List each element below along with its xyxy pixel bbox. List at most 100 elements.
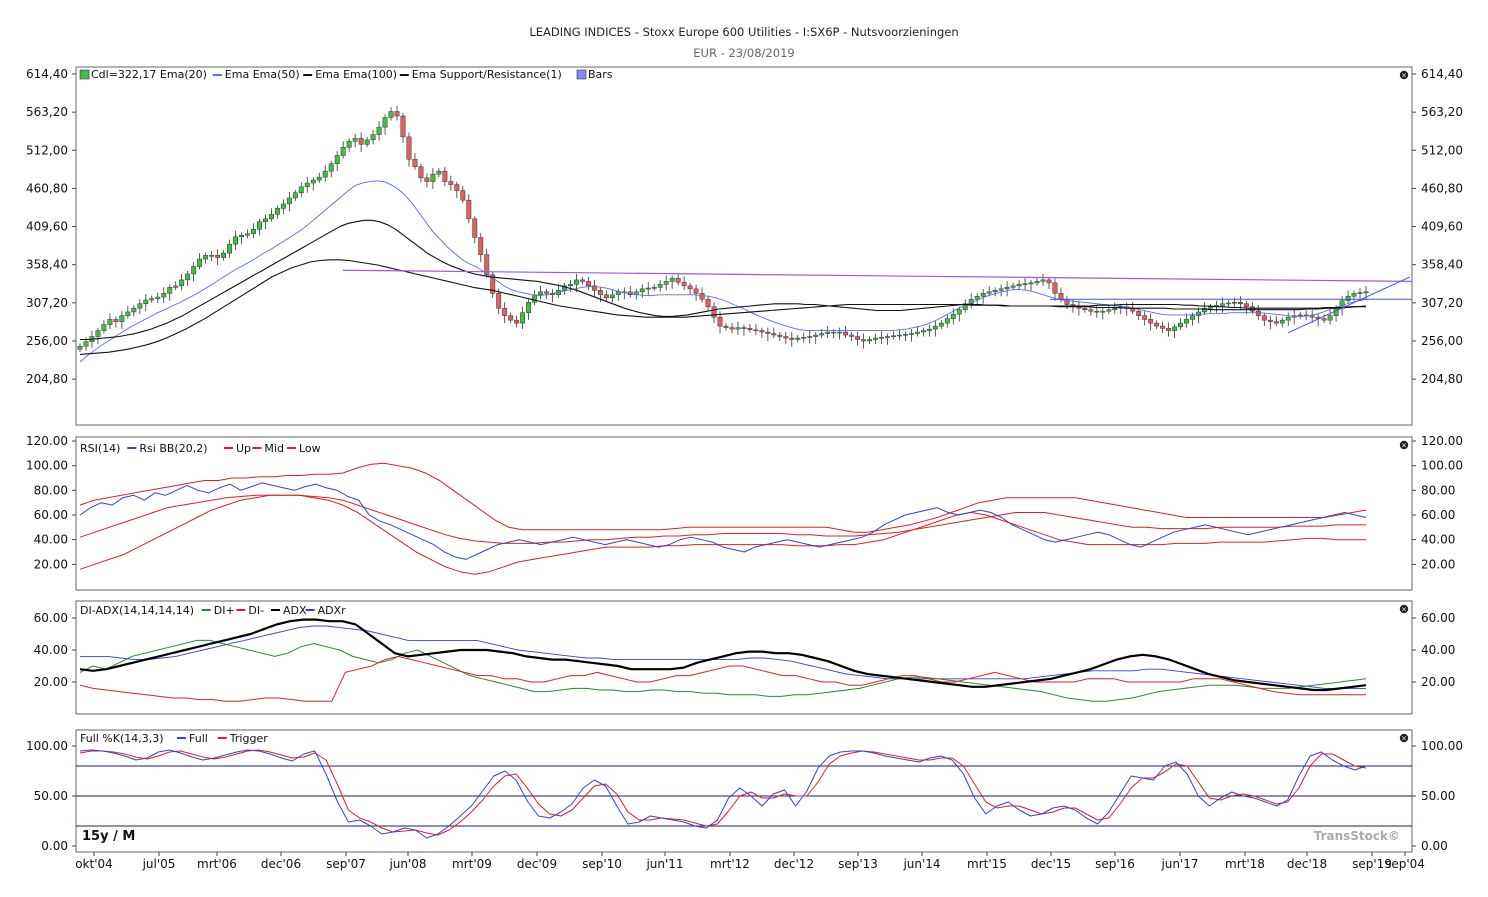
period-label: 15y / M	[82, 829, 135, 844]
bb-up-line	[79, 462, 1367, 533]
legend-label: Mid	[264, 442, 284, 455]
candle-down	[448, 181, 454, 185]
y-tick-label-left: 120.00	[26, 434, 68, 448]
candle-down	[1052, 282, 1058, 294]
candle-up	[251, 229, 256, 234]
x-tick-label: jun'17	[1160, 857, 1198, 871]
candle-up	[609, 294, 615, 299]
candle-up	[1004, 287, 1010, 290]
candle-up	[1022, 283, 1028, 285]
candle-down	[1237, 302, 1243, 305]
x-tick-label: jun'11	[645, 857, 683, 871]
candle-up	[346, 141, 352, 148]
y-tick-label-left: 50.00	[34, 789, 68, 803]
candle-down	[675, 278, 681, 283]
y-tick-label-left: 563,20	[26, 105, 68, 119]
x-tick-label: mrt'09	[452, 857, 492, 871]
candle-down	[693, 288, 699, 294]
candle-down	[777, 334, 783, 337]
candle-up	[926, 328, 932, 331]
candle-up	[125, 311, 131, 316]
candle-up	[203, 255, 209, 260]
candle-down	[711, 306, 717, 318]
legend-label: DI+	[214, 604, 235, 617]
x-tick-label: sep'13	[838, 857, 878, 871]
candle-up	[274, 208, 280, 215]
candle-down	[741, 327, 747, 329]
candle-up	[436, 170, 442, 175]
candle-down	[759, 330, 765, 333]
candle-down	[843, 331, 849, 336]
legend-label: Ema Ema(100)	[315, 68, 397, 81]
candle-up	[233, 236, 238, 245]
y-tick-label-left: 307,20	[26, 296, 68, 310]
y-tick-label-right: 307,20	[1421, 296, 1463, 310]
x-tick-label: dec'12	[774, 857, 814, 871]
candle-up	[1028, 282, 1034, 285]
candle-up	[370, 134, 376, 141]
candle-up	[1190, 315, 1195, 320]
candle-down	[508, 315, 514, 321]
x-tick-label: sep'16	[1095, 857, 1135, 871]
y-tick-label-right: 120.00	[1421, 434, 1463, 448]
candle-up	[197, 258, 203, 267]
y-tick-label-left: 80.00	[34, 483, 68, 497]
candle-up	[639, 288, 645, 293]
y-tick-label-right: 204,80	[1421, 372, 1463, 386]
candle-up	[316, 176, 322, 181]
y-tick-label-right: 563,20	[1421, 105, 1463, 119]
candle-up	[795, 337, 801, 340]
di-minus-line	[79, 655, 1366, 702]
candle-up	[950, 313, 956, 319]
legend-label: DI-ADX(14,14,14,14)	[80, 604, 194, 617]
candle-up	[77, 345, 83, 350]
candle-down	[478, 237, 484, 255]
candle-up	[1010, 285, 1016, 288]
candle-up	[137, 303, 143, 309]
x-tick-label: mrt'06	[197, 857, 237, 871]
panel-close-icon-glyph: ×	[1401, 72, 1407, 80]
candle-down	[215, 255, 221, 258]
candle-up	[209, 255, 215, 257]
candle-down	[514, 319, 520, 324]
y-tick-label-right: 20.00	[1421, 557, 1455, 571]
candle-up	[149, 298, 155, 301]
candle-down	[358, 138, 364, 145]
candle-up	[532, 294, 538, 303]
candle-up	[801, 337, 807, 339]
x-tick-label: mrt'15	[967, 857, 1007, 871]
panel-close-icon	[1399, 604, 1409, 614]
candle-up	[167, 287, 173, 294]
legend-label: Rsi BB(20,2)	[139, 442, 207, 455]
candle-down	[1142, 315, 1148, 320]
candle-up	[1351, 293, 1357, 297]
candle-down	[591, 285, 597, 291]
y-tick-label-right: 40.00	[1421, 533, 1455, 547]
candle-up	[1219, 303, 1225, 306]
candle-up	[962, 303, 968, 310]
candle-up	[1327, 315, 1333, 321]
panel-close-icon	[1399, 440, 1409, 450]
candle-up	[352, 138, 358, 142]
candle-up	[897, 334, 902, 337]
candle-down	[717, 316, 723, 327]
candle-down	[861, 339, 867, 342]
candle-down	[729, 327, 735, 330]
candle-up	[1016, 284, 1022, 287]
bb-low-line	[79, 494, 1366, 575]
candle-up	[298, 186, 304, 193]
candle-down	[1088, 309, 1094, 312]
y-tick-label-right: 80.00	[1421, 483, 1455, 497]
legend-label: Full %K(14,3,3)	[80, 732, 164, 745]
y-tick-label-left: 358,40	[26, 258, 68, 272]
y-tick-label-left: 60.00	[34, 508, 68, 522]
candle-up	[221, 252, 227, 258]
candle-down	[579, 279, 585, 282]
candle-down	[1094, 310, 1100, 313]
candle-up	[286, 197, 292, 205]
legend-label: RSI(14)	[80, 442, 120, 455]
candle-down	[472, 218, 478, 238]
candle-down	[789, 337, 795, 340]
